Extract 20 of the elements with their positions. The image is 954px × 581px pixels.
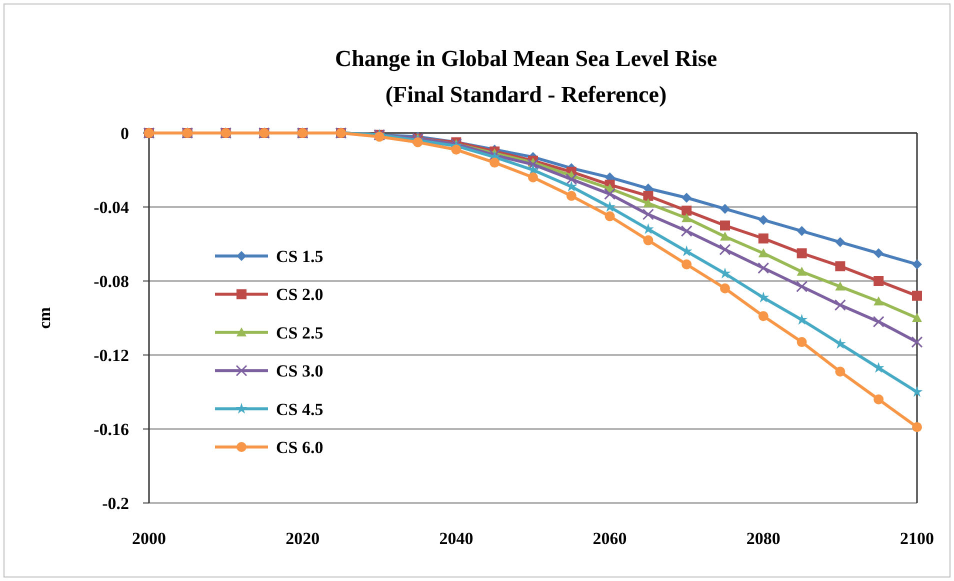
x-tick-label: 2000 xyxy=(132,529,166,548)
y-tick-label: -0.08 xyxy=(94,272,129,291)
y-tick-label: -0.2 xyxy=(102,494,129,513)
x-tick-label: 2020 xyxy=(286,529,320,548)
legend-label: CS 4.5 xyxy=(276,400,324,419)
y-tick-label: 0 xyxy=(120,124,129,143)
legend-label: CS 6.0 xyxy=(276,438,324,457)
legend-label: CS 3.0 xyxy=(276,362,324,381)
legend-label: CS 1.5 xyxy=(276,247,324,266)
chart-title: Change in Global Mean Sea Level Rise (Final Standard - Reference) xyxy=(334,46,718,107)
y-tick-label: -0.16 xyxy=(94,420,129,439)
x-tick-label: 2100 xyxy=(900,529,934,548)
x-tick-label: 2060 xyxy=(592,529,627,548)
y-tick-label: -0.12 xyxy=(94,346,129,365)
legend-label: CS 2.5 xyxy=(276,323,324,342)
x-tick-label: 2040 xyxy=(439,529,474,548)
x-tick-label: 2080 xyxy=(746,529,780,548)
y-axis-title: cm xyxy=(35,307,54,329)
legend-label: CS 2.0 xyxy=(276,285,324,304)
y-tick-label: -0.04 xyxy=(94,198,130,217)
